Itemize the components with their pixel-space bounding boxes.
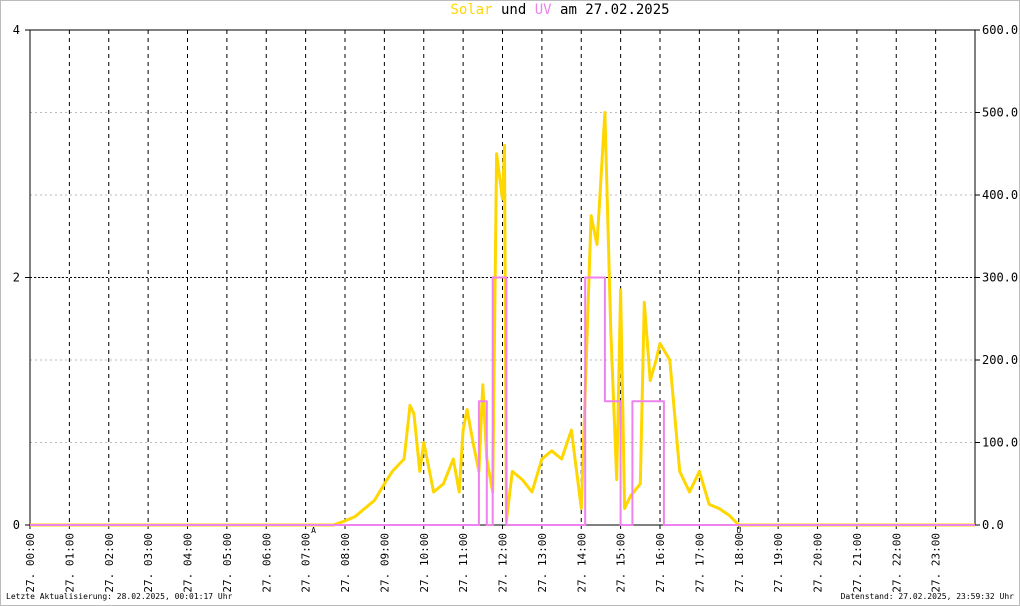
series-line (30, 111, 975, 527)
x-tick-label: 27. 10:00 (418, 533, 431, 593)
x-tick-label: 27. 12:00 (497, 533, 510, 593)
y2-tick-label: 400.0 (982, 188, 1018, 202)
chart-title: Solar und UV am 27.02.2025 (450, 2, 669, 18)
x-tick-label: 27. 19:00 (772, 533, 785, 593)
x-tick-label: 27. 22:00 (890, 533, 903, 593)
x-tick-label: 27. 04:00 (182, 533, 195, 593)
x-tick-label: 27. 03:00 (142, 533, 155, 593)
y2-tick-label: 100.0 (982, 436, 1018, 450)
footer-left: Letzte Aktualisierung: 28.02.2025, 00:01… (6, 592, 233, 601)
x-tick-label: 27. 07:00 (300, 533, 313, 593)
x-tick-label: 27. 06:00 (260, 533, 273, 593)
x-tick-label: 27. 05:00 (221, 533, 234, 593)
x-tick-label: 27. 08:00 (339, 533, 352, 593)
y2-tick-label: 200.0 (982, 353, 1018, 367)
x-tick-label: 27. 23:00 (930, 533, 943, 593)
y2-tick-label: 600.0 (982, 23, 1018, 37)
title-solar: Solar (450, 2, 492, 18)
y-tick-label: 0 (13, 518, 20, 532)
x-tick-label: 27. 18:00 (733, 533, 746, 593)
footer-right: Datenstand: 27.02.2025, 23:59:32 Uhr (841, 592, 1015, 601)
x-tick-label: 27. 02:00 (103, 533, 116, 593)
x-tick-label: 27. 14:00 (575, 533, 588, 593)
x-tick-label: 27. 09:00 (378, 533, 391, 593)
title-date: am 27.02.2025 (560, 2, 670, 18)
annotation-label: A (311, 526, 316, 535)
y2-tick-label: 500.0 (982, 106, 1018, 120)
y-tick-label: 4 (13, 23, 20, 37)
y-tick-label: 2 (13, 271, 20, 285)
y2-tick-label: 0.0 (982, 518, 1004, 532)
x-tick-label: 27. 15:00 (615, 533, 628, 593)
series-line (30, 276, 975, 526)
x-tick-label: 27. 00:00 (24, 533, 37, 593)
x-tick-label: 27. 01:00 (63, 533, 76, 593)
title-connector: und (501, 2, 526, 18)
x-tick-label: 27. 13:00 (536, 533, 549, 593)
plot-border (29, 29, 976, 526)
x-tick-label: 27. 17:00 (693, 533, 706, 593)
y2-tick-label: 300.0 (982, 271, 1018, 285)
annotation-label: U (736, 526, 741, 535)
x-tick-label: 27. 21:00 (851, 533, 864, 593)
x-tick-label: 27. 16:00 (654, 533, 667, 593)
x-tick-label: 27. 20:00 (812, 533, 825, 593)
x-tick-label: 27. 11:00 (457, 533, 470, 593)
title-uv: UV (535, 2, 552, 18)
